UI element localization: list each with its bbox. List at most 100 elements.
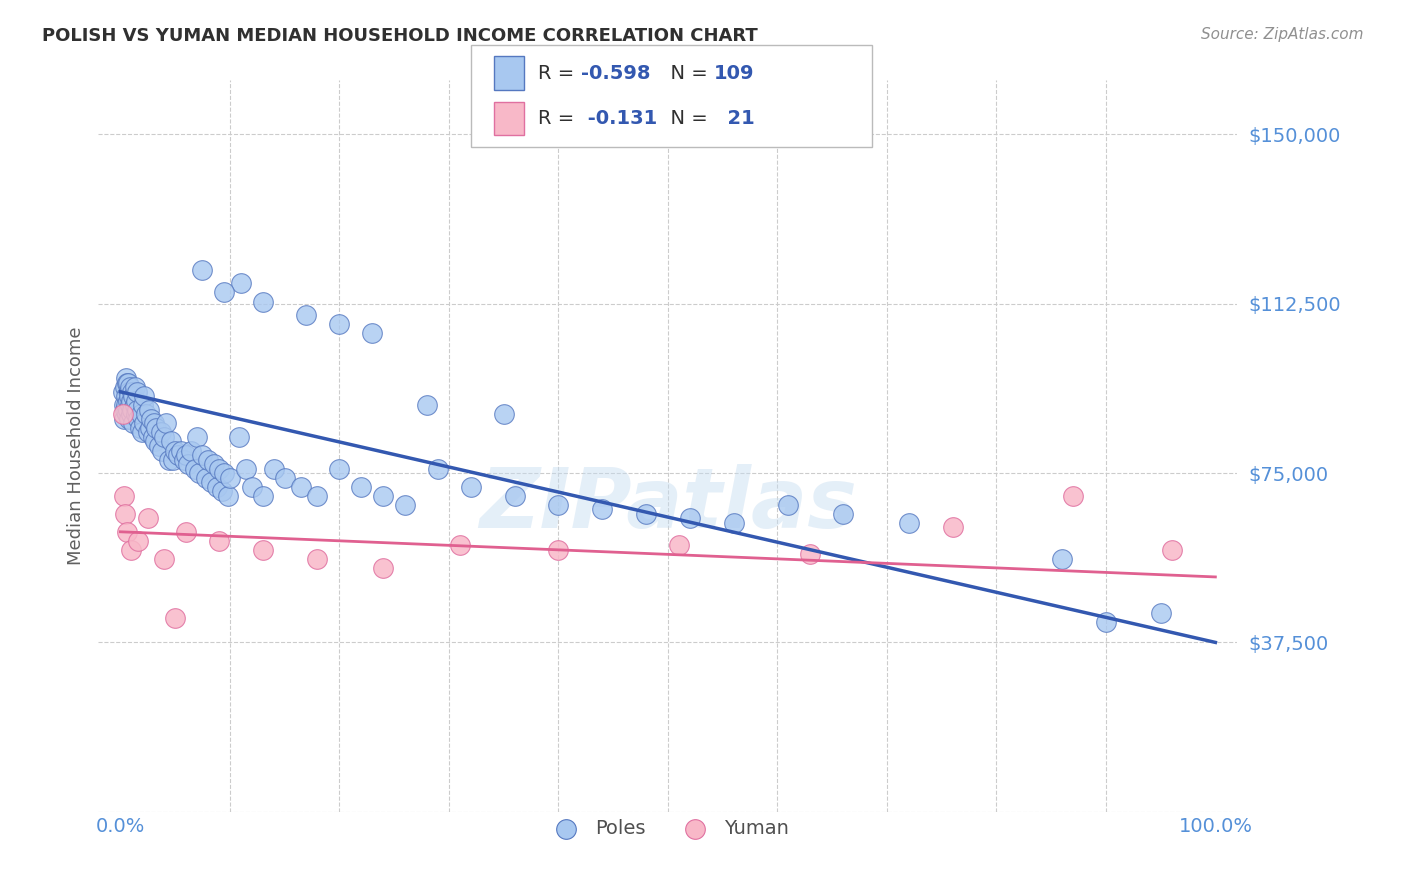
- Point: [118, 389, 141, 403]
- Point: [668, 538, 690, 552]
- Text: R =: R =: [538, 109, 581, 128]
- Point: [235, 461, 257, 475]
- Point: [307, 489, 329, 503]
- Point: [416, 398, 439, 412]
- Point: [139, 412, 162, 426]
- Point: [114, 380, 136, 394]
- Text: ZIPatlas: ZIPatlas: [479, 464, 856, 545]
- Point: [122, 389, 145, 403]
- Point: [547, 542, 569, 557]
- Point: [120, 542, 142, 557]
- Point: [229, 277, 252, 291]
- Point: [228, 430, 250, 444]
- Point: [188, 466, 211, 480]
- Point: [124, 393, 146, 408]
- Point: [252, 294, 274, 309]
- Point: [174, 524, 197, 539]
- Point: [165, 443, 187, 458]
- Point: [218, 470, 240, 484]
- Text: R =: R =: [538, 64, 581, 83]
- Point: [832, 507, 855, 521]
- Point: [134, 389, 156, 403]
- Point: [1149, 606, 1171, 620]
- Point: [138, 403, 160, 417]
- Text: -0.598: -0.598: [581, 64, 650, 83]
- Point: [208, 533, 231, 548]
- Point: [114, 398, 136, 412]
- Point: [204, 457, 226, 471]
- Point: [361, 326, 384, 340]
- Point: [145, 421, 167, 435]
- Point: [252, 542, 274, 557]
- Y-axis label: Median Household Income: Median Household Income: [66, 326, 84, 566]
- Point: [139, 421, 162, 435]
- Point: [214, 285, 236, 300]
- Legend: Poles, Yuman: Poles, Yuman: [538, 812, 797, 846]
- Point: [122, 417, 145, 431]
- Point: [547, 498, 569, 512]
- Point: [394, 498, 416, 512]
- Point: [942, 520, 965, 534]
- Point: [150, 443, 173, 458]
- Point: [165, 610, 187, 624]
- Text: N =: N =: [658, 109, 714, 128]
- Point: [194, 470, 217, 484]
- Point: [114, 371, 136, 385]
- Point: [211, 484, 233, 499]
- Point: [799, 547, 821, 561]
- Point: [240, 480, 263, 494]
- Point: [634, 507, 657, 521]
- Point: [290, 480, 312, 494]
- Point: [426, 461, 449, 475]
- Point: [217, 489, 239, 503]
- Point: [114, 507, 136, 521]
- Point: [131, 425, 153, 440]
- Point: [328, 317, 350, 331]
- Point: [129, 408, 152, 422]
- Point: [1050, 552, 1073, 566]
- Point: [136, 511, 159, 525]
- Point: [679, 511, 702, 525]
- Text: 21: 21: [714, 109, 755, 128]
- Point: [897, 516, 920, 530]
- Point: [492, 408, 515, 422]
- Point: [295, 308, 318, 322]
- Point: [115, 524, 138, 539]
- Point: [169, 443, 191, 458]
- Point: [111, 384, 134, 399]
- Text: 109: 109: [714, 64, 755, 83]
- Point: [142, 430, 165, 444]
- Point: [114, 389, 136, 403]
- Point: [117, 376, 139, 390]
- Text: Source: ZipAtlas.com: Source: ZipAtlas.com: [1201, 27, 1364, 42]
- Point: [153, 430, 176, 444]
- Point: [208, 461, 231, 475]
- Point: [120, 408, 142, 422]
- Point: [263, 461, 285, 475]
- Point: [1095, 615, 1118, 629]
- Point: [350, 480, 373, 494]
- Point: [449, 538, 471, 552]
- Point: [118, 384, 141, 399]
- Point: [252, 489, 274, 503]
- Point: [114, 403, 136, 417]
- Point: [115, 376, 138, 390]
- Point: [273, 470, 295, 484]
- Point: [124, 398, 146, 412]
- Point: [174, 448, 197, 462]
- Point: [460, 480, 482, 494]
- Point: [118, 412, 141, 426]
- Point: [162, 452, 184, 467]
- Point: [115, 408, 138, 422]
- Point: [125, 384, 148, 399]
- Point: [132, 398, 155, 412]
- Point: [127, 412, 149, 426]
- Point: [121, 384, 143, 399]
- Point: [186, 430, 208, 444]
- Point: [134, 417, 156, 431]
- Point: [121, 403, 143, 417]
- Point: [120, 393, 142, 408]
- Point: [111, 408, 134, 422]
- Point: [200, 475, 222, 489]
- Point: [134, 408, 156, 422]
